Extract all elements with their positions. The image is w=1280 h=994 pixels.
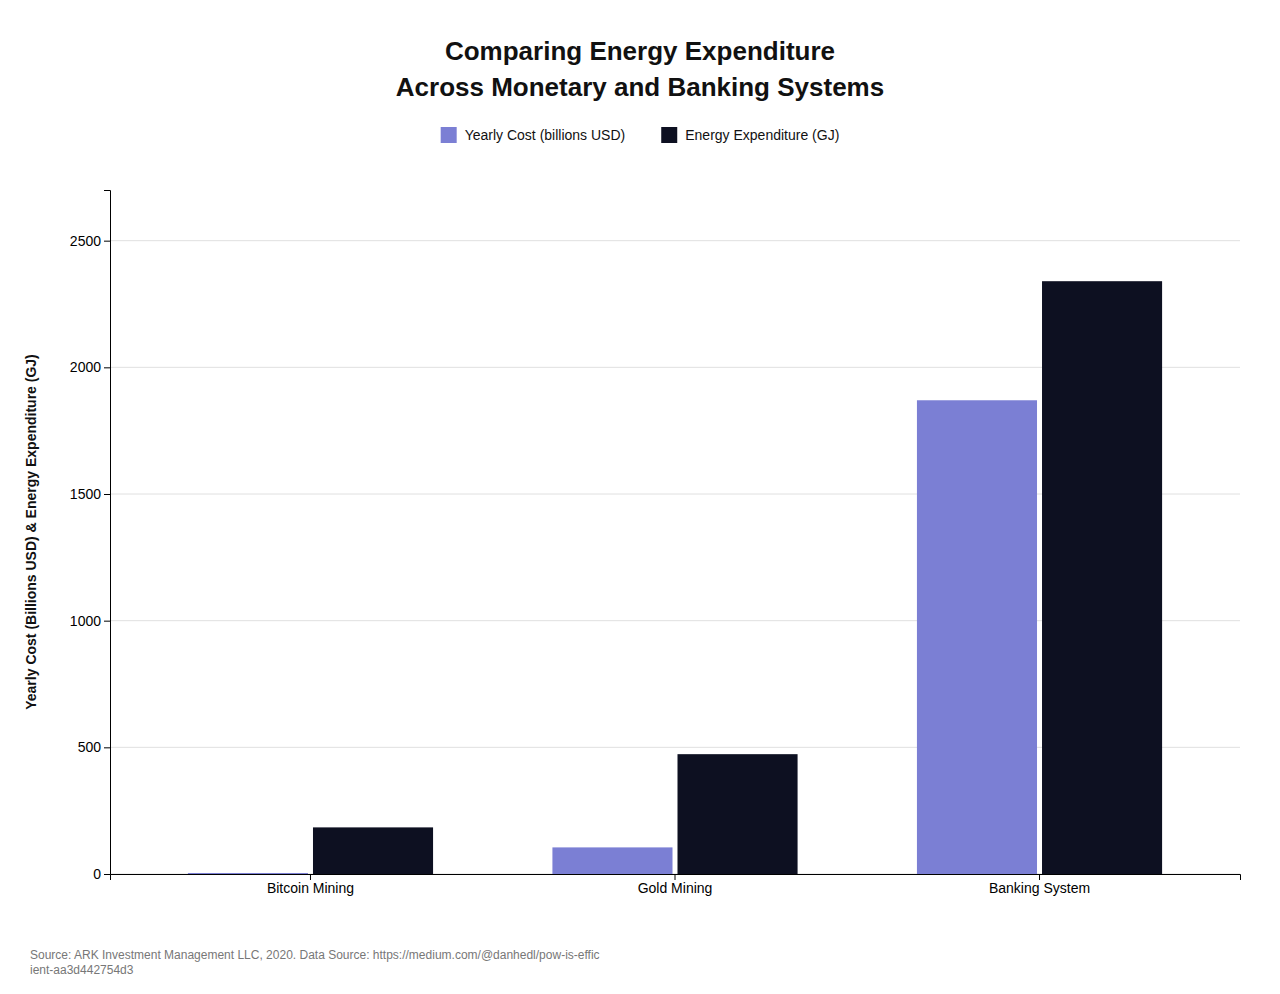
x-tick: Bitcoin Mining [267,874,354,896]
bar [188,873,308,874]
bar [1042,281,1162,874]
y-tick-mark [104,621,110,622]
y-tick: 2500 [70,233,110,249]
bar [313,827,433,874]
grid-line [110,240,1240,241]
y-tick-label: 2000 [70,359,101,375]
legend-item: Energy Expenditure (GJ) [661,127,839,143]
y-tick-mark [104,367,110,368]
y-tick: 1500 [70,486,110,502]
y-tick-label: 1500 [70,486,101,502]
title: Comparing Energy Expenditure [445,36,835,66]
legend-label: Energy Expenditure (GJ) [685,127,839,143]
source-note-line: ient-aa3d442754d3 [30,963,134,977]
x-tick: Gold Mining [638,874,713,896]
source-note: Source: ARK Investment Management LLC, 2… [30,948,600,977]
y-tick-mark [104,494,110,495]
y-tick-label: 1000 [70,613,101,629]
y-tick-mark [104,241,110,242]
y-axis: 0 500 1000 1500 2000 2500 [70,191,111,882]
plot: 0 500 1000 1500 2000 2500 Bitcoin Mining Gold M… [70,191,1241,896]
legend-label: Yearly Cost (billions USD) [465,127,626,143]
y-axis-line [104,191,111,875]
x-tick-label: Gold Mining [638,880,713,896]
x-tick: Banking System [989,874,1090,896]
bar [552,847,672,874]
chart-svg: Comparing Energy Expenditure Across Monet… [0,0,1280,994]
bar-series [188,400,1037,874]
bar [678,754,798,874]
x-tick-label: Banking System [989,880,1090,896]
y-tick-label: 0 [93,866,101,882]
source-note-line: Source: ARK Investment Management LLC, 2… [30,948,600,962]
grid [110,241,1240,874]
bars [188,281,1162,874]
y-tick-label: 2500 [70,233,101,249]
y-axis-title: Yearly Cost (Billions USD) & Energy Expe… [23,354,39,710]
bar-series [313,281,1162,874]
y-tick-label: 500 [78,739,102,755]
y-tick: 0 [93,866,110,882]
legend-item: Yearly Cost (billions USD) [441,127,626,143]
y-tick-mark [104,874,110,875]
y-tick: 2000 [70,359,110,375]
x-axis: Bitcoin Mining Gold Mining Banking System [111,874,1241,896]
x-tick-label: Bitcoin Mining [267,880,354,896]
bar [917,400,1037,874]
legend: Yearly Cost (billions USD) Energy Expendi… [441,127,840,143]
y-tick-mark [104,747,110,748]
subtitle: Across Monetary and Banking Systems [396,72,884,102]
legend-swatch [661,127,677,143]
y-tick: 500 [78,739,110,755]
y-tick: 1000 [70,613,110,629]
legend-swatch [441,127,457,143]
